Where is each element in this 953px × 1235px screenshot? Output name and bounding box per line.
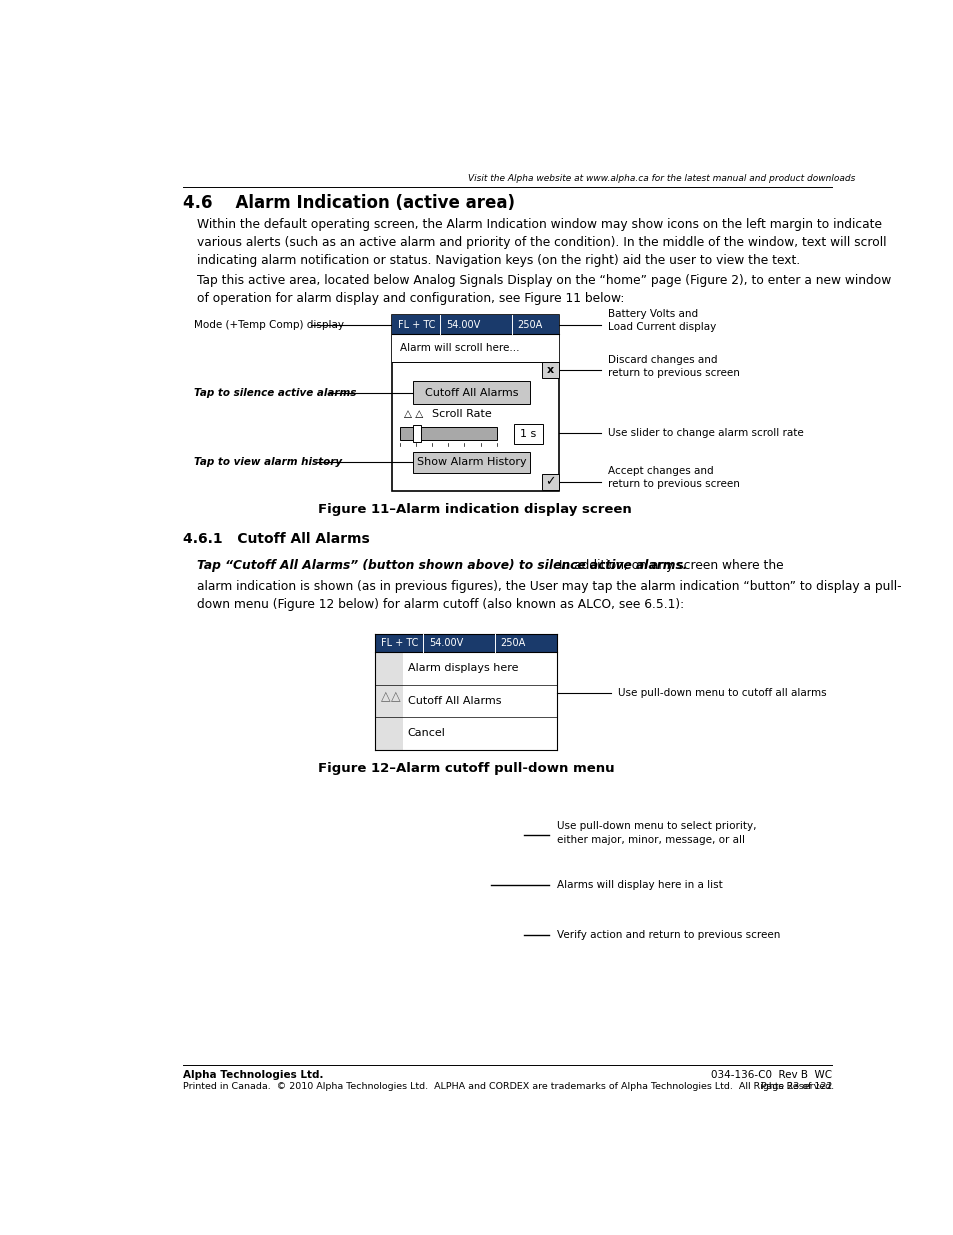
Bar — [399, 427, 497, 440]
Text: Visit the Alpha website at www.alpha.ca for the latest manual and product downlo: Visit the Alpha website at www.alpha.ca … — [468, 174, 855, 183]
Text: 4.6    Alarm Indication (active area): 4.6 Alarm Indication (active area) — [183, 194, 515, 212]
Text: △: △ — [390, 690, 399, 704]
Text: Use pull-down menu to cutoff all alarms: Use pull-down menu to cutoff all alarms — [617, 688, 825, 698]
Bar — [513, 425, 542, 445]
Text: Show Alarm History: Show Alarm History — [416, 457, 526, 467]
Text: Tap to silence active alarms: Tap to silence active alarms — [194, 388, 356, 398]
Text: 034-136-C0  Rev B  WC: 034-136-C0 Rev B WC — [710, 1070, 831, 1079]
Text: Accept changes and
return to previous screen: Accept changes and return to previous sc… — [607, 466, 739, 489]
Text: Alarm displays here: Alarm displays here — [407, 663, 517, 673]
Text: alarm indication is shown (as in previous figures), the User may tap the alarm i: alarm indication is shown (as in previou… — [196, 580, 901, 611]
Text: Cancel: Cancel — [407, 729, 445, 739]
Text: Cutoff All Alarms: Cutoff All Alarms — [424, 388, 517, 398]
Bar — [542, 362, 558, 378]
Text: x: x — [546, 366, 554, 375]
Bar — [392, 315, 558, 335]
Text: Use pull-down menu to select priority,
either major, minor, message, or all: Use pull-down menu to select priority, e… — [557, 821, 756, 845]
Text: Scroll Rate: Scroll Rate — [432, 409, 492, 419]
Text: Figure 11–Alarm indication display screen: Figure 11–Alarm indication display scree… — [318, 503, 632, 516]
Text: In addition, on any screen where the: In addition, on any screen where the — [555, 559, 782, 572]
Bar — [542, 473, 558, 490]
Text: Within the default operating screen, the Alarm Indication window may show icons : Within the default operating screen, the… — [196, 219, 885, 267]
Text: Discard changes and
return to previous screen: Discard changes and return to previous s… — [607, 354, 739, 378]
Text: △: △ — [381, 690, 391, 704]
Text: 250A: 250A — [500, 638, 525, 648]
Text: ✓: ✓ — [545, 475, 556, 488]
Text: 54.00V: 54.00V — [429, 638, 463, 648]
Bar — [375, 652, 557, 750]
Text: Mode (+Temp Comp) display: Mode (+Temp Comp) display — [194, 320, 344, 330]
Text: Use slider to change alarm scroll rate: Use slider to change alarm scroll rate — [607, 429, 802, 438]
Text: FL + TC: FL + TC — [381, 638, 418, 648]
Text: Cutoff All Alarms: Cutoff All Alarms — [407, 695, 500, 706]
Text: FL + TC: FL + TC — [397, 320, 436, 330]
Bar — [392, 315, 558, 490]
Text: 4.6.1   Cutoff All Alarms: 4.6.1 Cutoff All Alarms — [183, 532, 369, 546]
Text: Battery Volts and
Load Current display: Battery Volts and Load Current display — [607, 309, 715, 332]
Text: Tap this active area, located below Analog Signals Display on the “home” page (F: Tap this active area, located below Anal… — [196, 274, 890, 305]
Bar — [392, 335, 558, 362]
Bar — [375, 634, 557, 652]
Text: △ △: △ △ — [403, 409, 422, 419]
Text: 1 s: 1 s — [519, 430, 536, 440]
Text: Alarms will display here in a list: Alarms will display here in a list — [557, 881, 722, 890]
Text: 250A: 250A — [517, 320, 542, 330]
Bar — [412, 425, 420, 442]
Text: Verify action and return to previous screen: Verify action and return to previous scr… — [557, 930, 780, 940]
Text: Alarm will scroll here...: Alarm will scroll here... — [399, 343, 518, 353]
Text: Page 23 of 122: Page 23 of 122 — [760, 1082, 831, 1092]
Text: Figure 12–Alarm cutoff pull-down menu: Figure 12–Alarm cutoff pull-down menu — [317, 762, 614, 774]
Text: Tap to view alarm history: Tap to view alarm history — [194, 457, 342, 467]
Text: Alpha Technologies Ltd.: Alpha Technologies Ltd. — [183, 1070, 323, 1079]
Text: 54.00V: 54.00V — [446, 320, 480, 330]
Bar — [413, 382, 529, 404]
Text: Tap “Cutoff All Alarms” (button shown above) to silence active alarms.: Tap “Cutoff All Alarms” (button shown ab… — [196, 559, 686, 572]
Bar — [375, 652, 402, 750]
Text: Printed in Canada.  © 2010 Alpha Technologies Ltd.  ALPHA and CORDEX are tradema: Printed in Canada. © 2010 Alpha Technolo… — [183, 1082, 833, 1092]
Bar — [413, 452, 529, 473]
